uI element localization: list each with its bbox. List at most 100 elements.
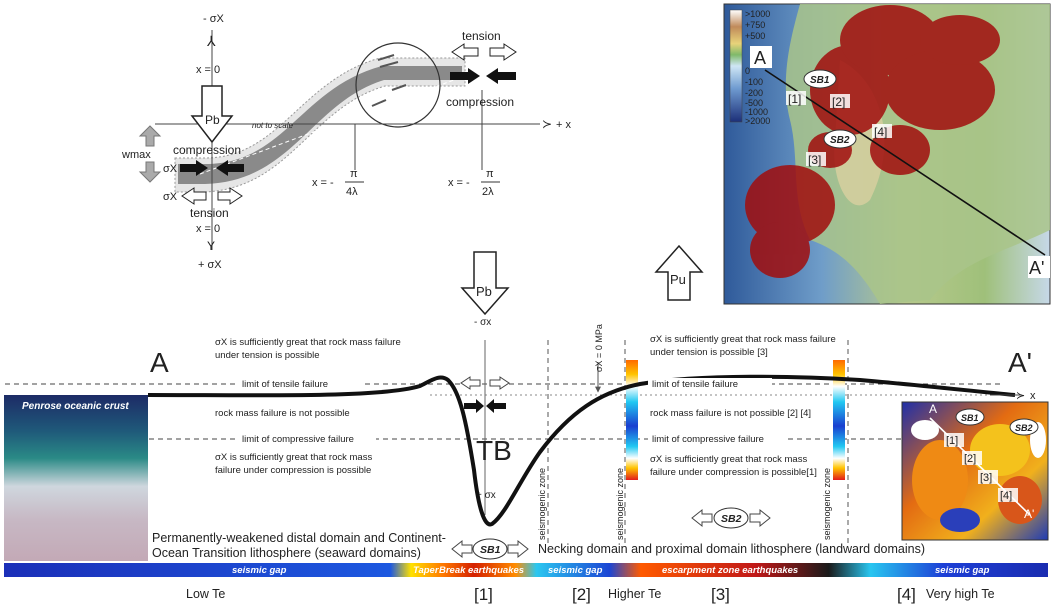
bar-seg3: seismic gap: [548, 565, 603, 576]
pi-label-1: π: [350, 168, 358, 180]
cbar-label: +750: [745, 20, 765, 30]
compression-arrow-left-2: [216, 160, 244, 176]
footer-very-high-te: Very high Te: [926, 587, 995, 601]
zone-strip-1: [626, 360, 638, 480]
profile-x-arrow-glyph: ≻: [1016, 390, 1025, 402]
compression-left-label: compression: [173, 143, 241, 157]
four-lambda-label: 4λ: [346, 186, 358, 198]
profile-pb-arrow: [460, 251, 510, 316]
schematic-pos-sigma: + σX: [198, 259, 222, 271]
footer-higher-te: Higher Te: [608, 587, 661, 601]
zone-strip-2: [833, 360, 845, 480]
tension-arrow-top-1: [451, 43, 479, 61]
map-n4-box: [872, 124, 892, 138]
limit-tensile-left: limit of tensile failure: [242, 379, 328, 390]
penrose-crust-block: [4, 395, 148, 561]
bar-seg2-b: Break earthquakes: [439, 565, 524, 576]
inset-n2: [2]: [964, 453, 976, 465]
sb2-left-arrow: [691, 508, 713, 528]
footer-n3: [3]: [711, 585, 730, 604]
tension-top-label: tension: [462, 29, 501, 43]
tension-arrow-left-1: [181, 187, 207, 205]
not-to-scale-label: not to scale: [252, 121, 293, 130]
seismicity-bar: seismic gap Taper Break earthquakes seis…: [4, 563, 1048, 577]
right-tension-line1: σX is sufficiently great that rock mass …: [650, 334, 836, 345]
inset-n4-box: [998, 488, 1018, 502]
wmax-up-arrow: [138, 125, 162, 147]
profile-sb1-badge: [472, 538, 508, 560]
inset-label-a-prime: A': [1024, 507, 1034, 521]
pi-label-2: π: [486, 168, 494, 180]
right-comp-line2: failure under compression is possible[1]: [650, 467, 817, 478]
schematic-x-axis: + x: [556, 119, 571, 131]
seaward-line2: Ocean Transition lithosphere (seaward do…: [152, 546, 421, 560]
schematic-x-zero-bottom: x = 0: [196, 223, 220, 235]
center-compression-arrows: [464, 399, 506, 413]
profile-pu-arrow: [654, 244, 704, 301]
limit-tensile-right: limit of tensile failure: [652, 379, 738, 390]
map-label-a-prime: A': [1029, 258, 1044, 278]
seismicity-map: >1000 +750 +500 0 -100 -200 -500 -1000 >…: [723, 3, 1051, 305]
profile-zero-mpa: σX = 0 MPa: [594, 324, 604, 372]
map-sb2-badge: [823, 129, 857, 149]
map-sb1-badge: [803, 69, 837, 89]
plate-core: [178, 66, 462, 184]
inset-label-a: A: [929, 402, 937, 416]
map-n2: [2]: [832, 95, 845, 109]
limit-tensile-left-bg: [238, 378, 362, 390]
pb-arrow: [190, 85, 234, 144]
bar-seg1: seismic gap: [232, 565, 287, 576]
sb1-right-arrow: [507, 539, 529, 559]
profile-sb1: SB1: [480, 544, 501, 556]
profile-sb2-badge: [713, 507, 749, 529]
bar-seg5: seismic gap: [935, 565, 990, 576]
inset-sb1-badge: [955, 408, 985, 426]
x-pi-2-label: x = -: [448, 177, 470, 189]
penrose-label: Penrose oceanic crust: [22, 401, 129, 412]
map-label-a-box: [750, 46, 772, 68]
seis-zone-label-3: seismogenic zone: [822, 468, 832, 540]
te-inset-map: A A' SB1 SB2 [1] [2] [3] [4]: [901, 401, 1049, 541]
arrow-glyph-top: ⅄: [206, 33, 216, 49]
te-footer: Low Te [1] [2] Higher Te [3] [4] Very hi…: [186, 585, 995, 604]
left-tension-line2: under tension is possible: [215, 350, 320, 361]
inset-n1: [1]: [946, 435, 958, 447]
map-n2-box: [830, 94, 850, 108]
compression-arrow-left-1: [180, 160, 208, 176]
profile-pb: Pb: [476, 284, 492, 299]
inset-n4: [4]: [1000, 490, 1012, 502]
zoom-circle: [355, 42, 441, 128]
map-n1-box: [786, 91, 806, 105]
limit-comp-left: limit of compressive failure: [242, 434, 354, 445]
profile-x-axis: x: [1030, 390, 1036, 402]
wmax-down-arrow: [138, 161, 162, 183]
map-n3-box: [806, 152, 826, 166]
seismicity-bar-fill: [4, 563, 1048, 577]
profile-label-a-prime: A': [1008, 347, 1032, 378]
x-pi-4-label: x = -: [312, 177, 334, 189]
limit-comp-right-bg: [648, 433, 786, 445]
bar-seg2-a: Taper: [413, 565, 440, 576]
map-sb1: SB1: [810, 75, 830, 86]
right-tension-line2: under tension is possible [3]: [650, 347, 768, 358]
footer-n1: [1]: [474, 585, 493, 604]
map-n1: [1]: [788, 92, 801, 106]
profile-label-a: A: [150, 347, 169, 378]
map-n3: [3]: [808, 153, 821, 167]
landward-label: Necking domain and proximal domain litho…: [538, 542, 925, 556]
center-tension-arrows: [460, 376, 510, 390]
footer-low-te: Low Te: [186, 587, 225, 601]
tension-left-label: tension: [190, 206, 229, 220]
map-label-a-prime-box: [1028, 256, 1050, 278]
left-tension-line1: σX is sufficiently great that rock mass …: [215, 337, 401, 348]
schematic-pb: Pb: [205, 113, 220, 127]
cbar-label: +500: [745, 31, 765, 41]
flexure-schematic: - σX ⅄ x = 0 Pb not to scale compression…: [121, 13, 571, 271]
cbar-label: 0: [745, 66, 750, 76]
limit-comp-right: limit of compressive failure: [652, 434, 764, 445]
compression-arrow-right-2: [486, 68, 516, 84]
inset-sb1: SB1: [961, 413, 979, 423]
seis-zone-label-2: seismogenic zone: [615, 468, 625, 540]
limit-comp-left-bg: [238, 433, 376, 445]
